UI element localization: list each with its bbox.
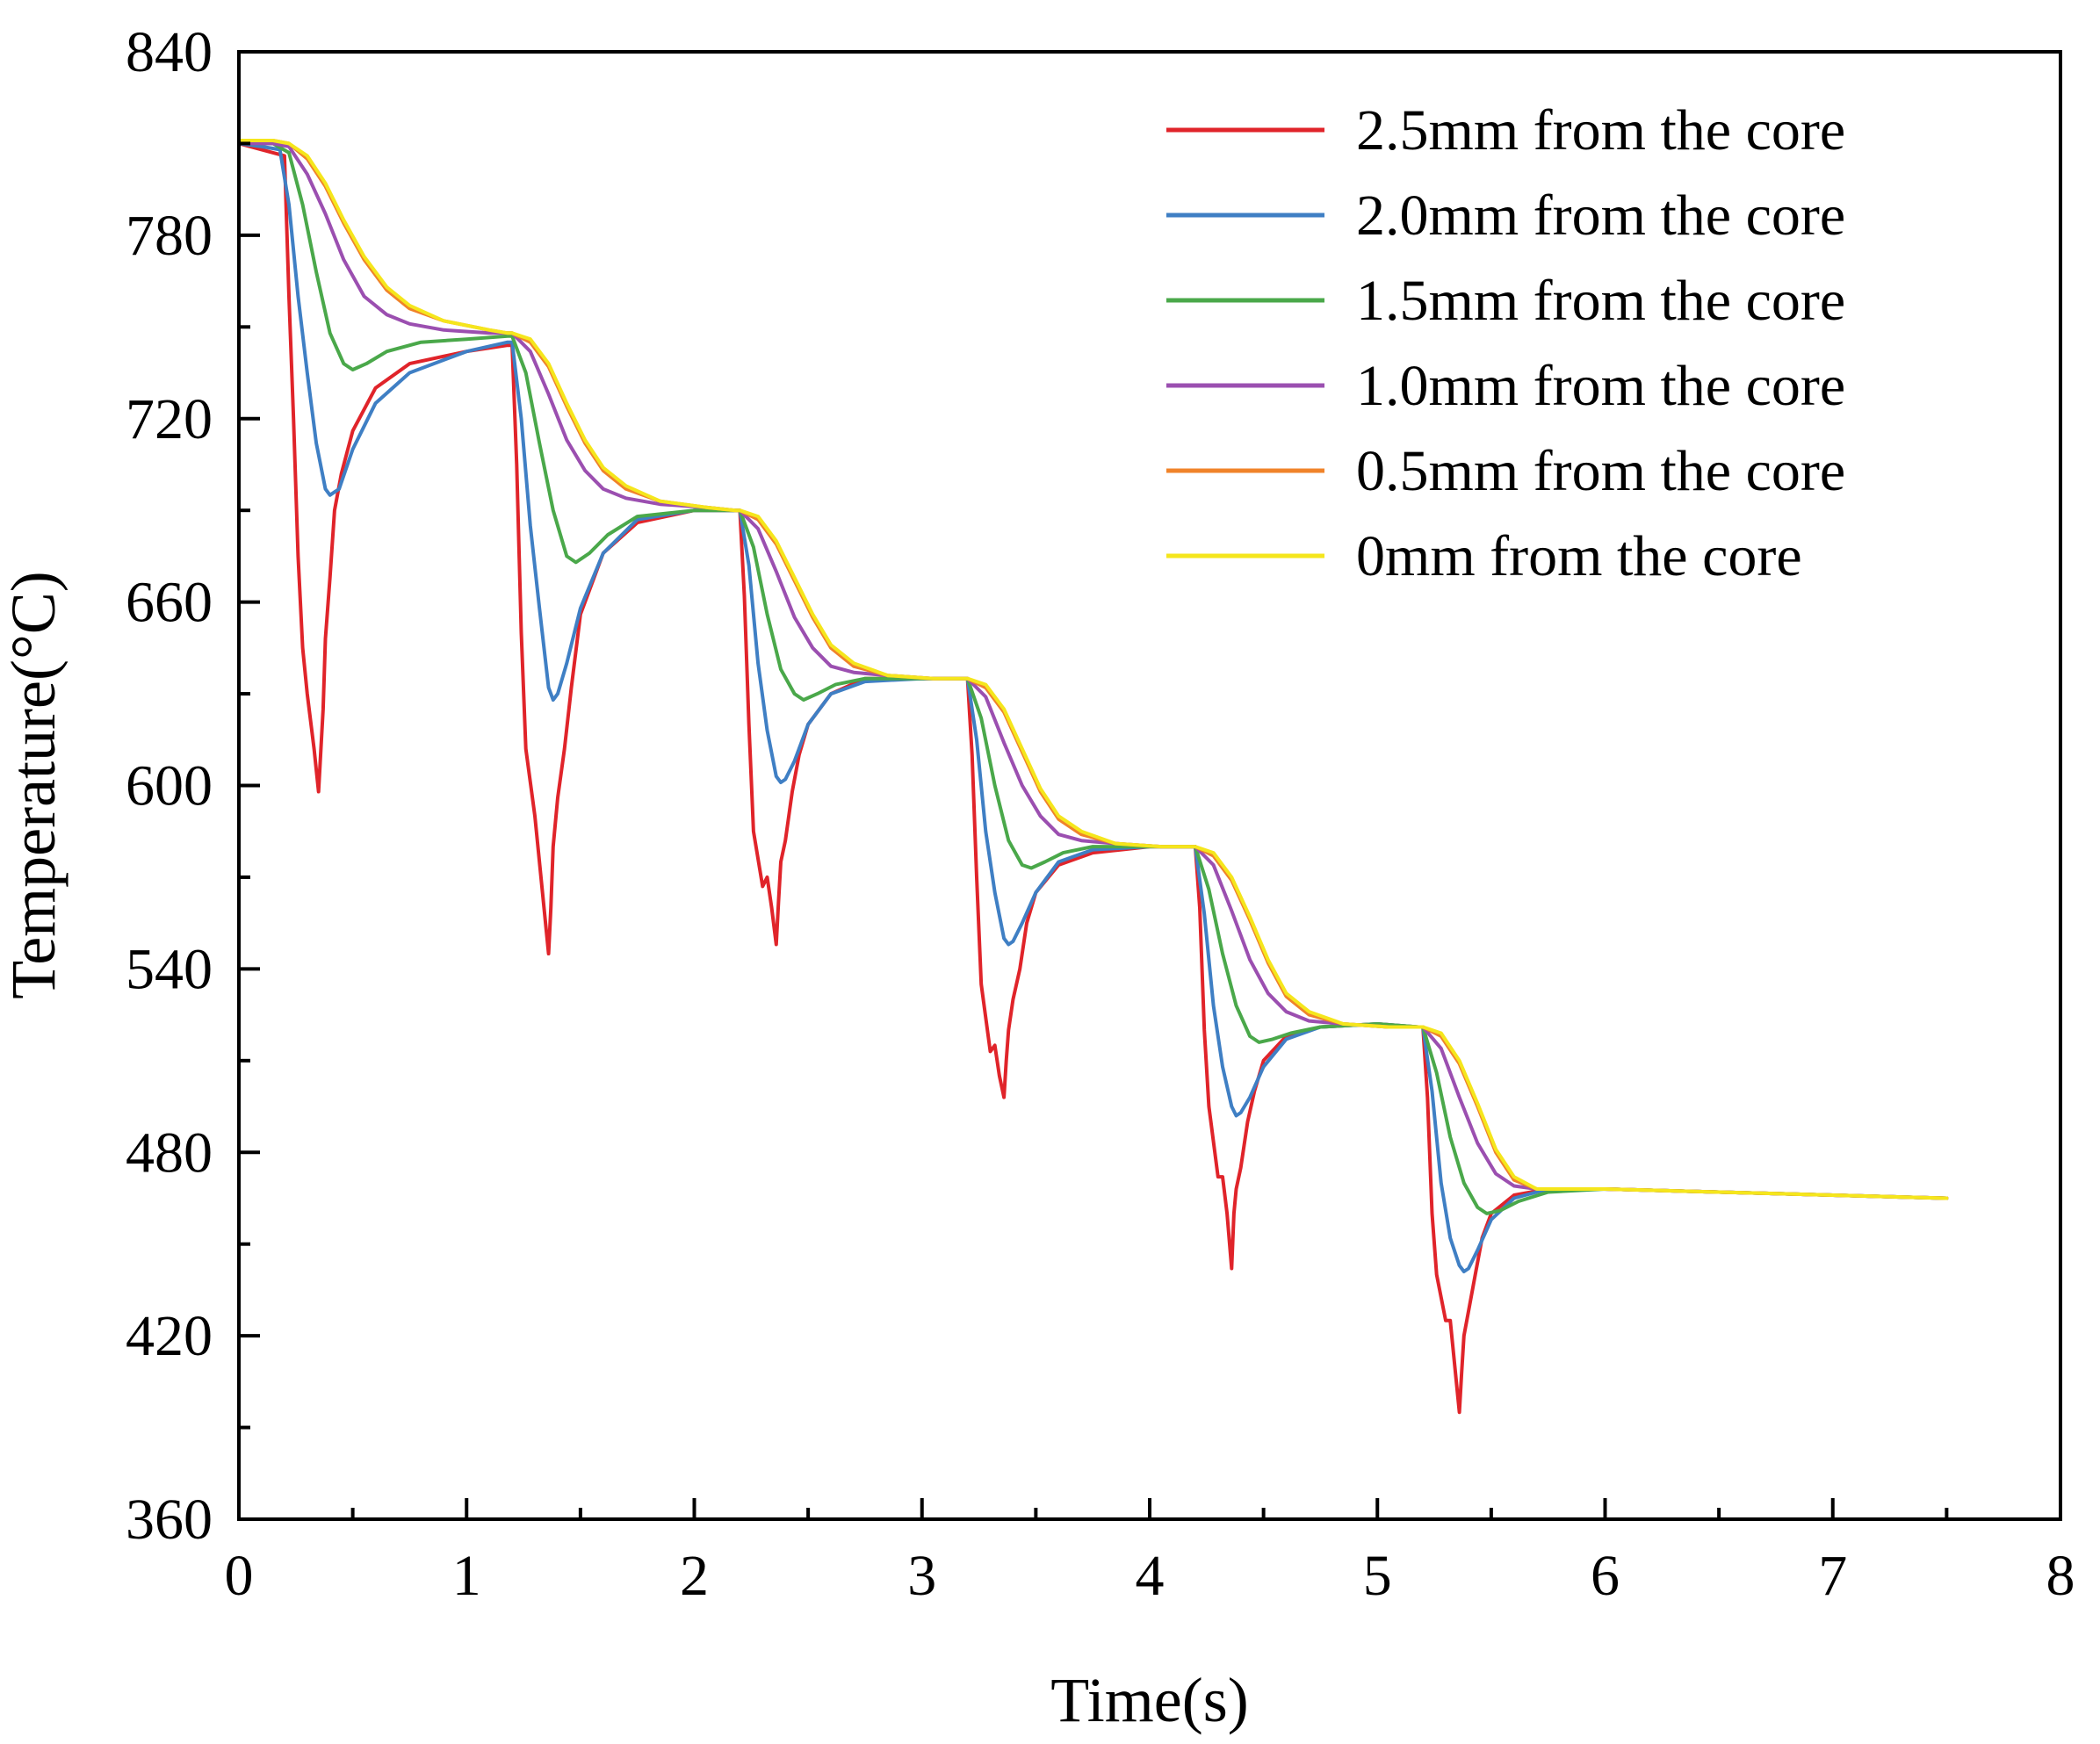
- y-tick-label: 480: [126, 1121, 213, 1185]
- legend-label-1: 2.0mm from the core: [1356, 184, 1845, 248]
- x-tick-label: 7: [1818, 1544, 1847, 1608]
- series-layer: [237, 139, 1949, 1415]
- y-tick-label: 780: [126, 204, 213, 268]
- y-tick-label: 600: [126, 754, 213, 818]
- legend-label-0: 2.5mm from the core: [1356, 98, 1845, 162]
- y-tick-label: 540: [126, 937, 213, 1001]
- x-tick-label: 1: [452, 1544, 481, 1608]
- legend-label-2: 1.5mm from the core: [1356, 269, 1845, 333]
- y-tick-label: 840: [126, 20, 213, 84]
- y-axis-title: Temperature(°C): [0, 571, 69, 999]
- x-axis-title: Time(s): [1050, 1665, 1248, 1735]
- y-axis: 360 420 480 540 600 660 720 780 840: [126, 20, 260, 1552]
- y-tick-label: 420: [126, 1304, 213, 1368]
- x-tick-label: 8: [2046, 1544, 2075, 1608]
- x-axis: 0 1 2 3 4 5 6 7 8: [225, 1498, 2075, 1608]
- x-tick-label: 6: [1591, 1544, 1620, 1608]
- x-tick-label: 3: [907, 1544, 936, 1608]
- legend: 2.5mm from the core 2.0mm from the core 1.…: [1166, 98, 1845, 588]
- legend-label-3: 1.0mm from the core: [1356, 354, 1845, 418]
- legend-label-4: 0.5mm from the core: [1356, 439, 1845, 503]
- legend-label-5: 0mm from the core: [1356, 524, 1802, 588]
- x-tick-label: 0: [225, 1544, 254, 1608]
- x-tick-label: 5: [1363, 1544, 1392, 1608]
- x-tick-label: 2: [680, 1544, 709, 1608]
- y-tick-label: 360: [126, 1488, 213, 1552]
- y-tick-label: 720: [126, 387, 213, 451]
- x-tick-label: 4: [1136, 1544, 1165, 1608]
- series-line-5: [237, 139, 1949, 1200]
- y-tick-label: 660: [126, 571, 213, 635]
